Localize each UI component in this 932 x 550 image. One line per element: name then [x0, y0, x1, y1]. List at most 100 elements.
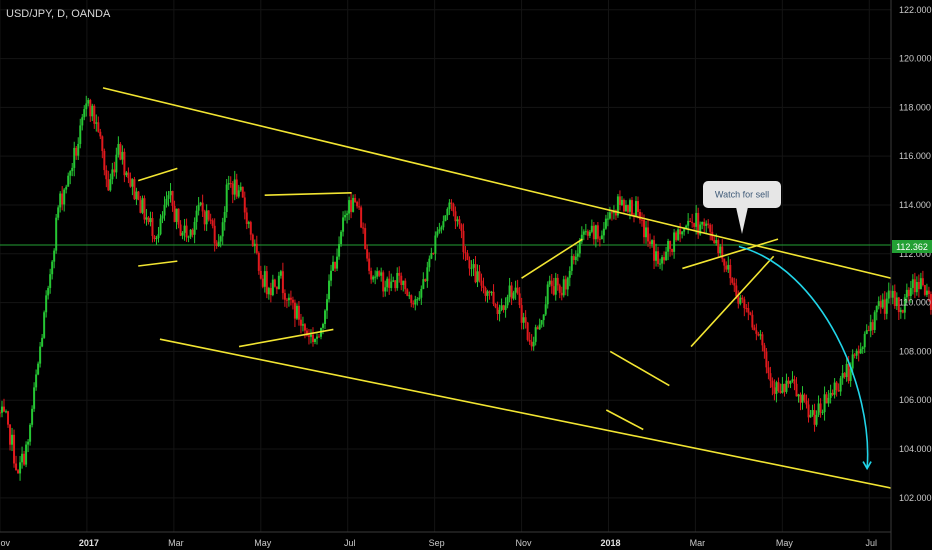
candle-body	[311, 334, 314, 343]
candle-body	[677, 229, 680, 240]
candle-body	[492, 291, 495, 304]
projection-arrow[interactable]	[738, 245, 869, 469]
candle-body	[221, 222, 224, 237]
candle-body	[215, 243, 218, 247]
candle-body	[528, 339, 531, 342]
candle-body	[141, 198, 144, 213]
candle-body	[500, 305, 503, 310]
trendline[interactable]	[137, 167, 178, 182]
trendline[interactable]	[102, 87, 892, 279]
candle-body	[582, 231, 585, 235]
candle-body	[207, 210, 210, 220]
trendline[interactable]	[609, 350, 670, 387]
candle-body	[779, 390, 782, 393]
candle-body	[707, 223, 710, 225]
candle-body	[675, 232, 678, 240]
x-tick-label: Mar	[168, 538, 184, 548]
candle-body	[61, 193, 64, 205]
candle-body	[663, 257, 666, 261]
candle-body	[416, 299, 419, 301]
candle-body	[620, 199, 623, 205]
candle-body	[522, 317, 525, 323]
candle-body	[47, 287, 50, 296]
candle-body	[787, 380, 790, 384]
candle-body	[783, 383, 786, 392]
candle-body	[155, 237, 158, 240]
candle-body	[819, 403, 822, 413]
trendline[interactable]	[521, 238, 583, 279]
candle-body	[422, 279, 425, 289]
candle-body	[81, 117, 84, 126]
y-tick-label: 110.000	[899, 298, 931, 308]
y-tick-label: 116.000	[899, 151, 931, 161]
candle-body	[482, 285, 485, 288]
candle-body	[925, 290, 928, 295]
candle-body	[554, 277, 557, 295]
candle-body	[231, 183, 234, 195]
candle-body	[845, 363, 848, 378]
candle-body	[773, 387, 776, 394]
candle-body	[380, 272, 383, 276]
candle-body	[729, 264, 732, 279]
candle-body	[271, 279, 274, 296]
candle-body	[217, 241, 220, 247]
candle-body	[133, 179, 136, 200]
trendline[interactable]	[264, 191, 352, 197]
trendline[interactable]	[690, 255, 775, 348]
current-price-tag: 112.362	[892, 240, 932, 253]
candle-body	[313, 338, 316, 343]
candle-body	[919, 278, 922, 290]
candle-body	[267, 287, 270, 295]
trendline[interactable]	[605, 409, 644, 431]
candle-body	[703, 221, 706, 226]
candle-body	[474, 264, 477, 283]
trendline[interactable]	[138, 260, 178, 267]
candle-body	[63, 189, 66, 205]
candle-body	[354, 197, 357, 203]
candle-body	[647, 227, 650, 242]
candle-body	[13, 434, 16, 464]
candle-body	[19, 462, 22, 474]
candle-body	[372, 276, 375, 280]
candle-body	[205, 210, 208, 225]
candle-body	[749, 312, 752, 315]
candle-body	[835, 382, 838, 391]
candle-body	[701, 221, 704, 225]
trendline[interactable]	[238, 328, 334, 348]
candle-body	[799, 394, 802, 403]
candle-body	[175, 208, 178, 222]
candle-body	[570, 256, 573, 271]
candle-body	[107, 179, 110, 191]
candle-body	[438, 229, 441, 232]
candle-body	[149, 218, 152, 223]
candle-body	[326, 299, 329, 311]
candle-body	[398, 272, 401, 276]
candle-body	[594, 225, 597, 240]
candle-body	[396, 272, 399, 289]
candle-body	[687, 220, 690, 226]
candle-body	[261, 278, 264, 287]
candle-body	[869, 322, 872, 331]
candle-body	[153, 236, 156, 240]
trendline[interactable]	[159, 338, 892, 489]
candle-body	[23, 453, 26, 465]
y-tick-label: 114.000	[899, 200, 931, 210]
annotation-callout[interactable]	[703, 181, 781, 208]
candle-body	[43, 312, 46, 338]
candle-body	[67, 175, 70, 187]
candle-body	[490, 291, 493, 293]
current-price-label: 112.362	[896, 242, 928, 252]
annotation-callout-pointer	[736, 207, 748, 234]
trendline[interactable]	[682, 238, 779, 270]
candle-body	[187, 236, 190, 238]
candle-body	[309, 334, 312, 337]
candle-body	[901, 309, 904, 313]
candle-body	[390, 281, 393, 288]
candle-body	[426, 267, 429, 282]
candle-body	[87, 100, 90, 104]
candle-body	[556, 277, 559, 286]
candle-body	[927, 290, 930, 295]
candle-body	[249, 222, 252, 235]
